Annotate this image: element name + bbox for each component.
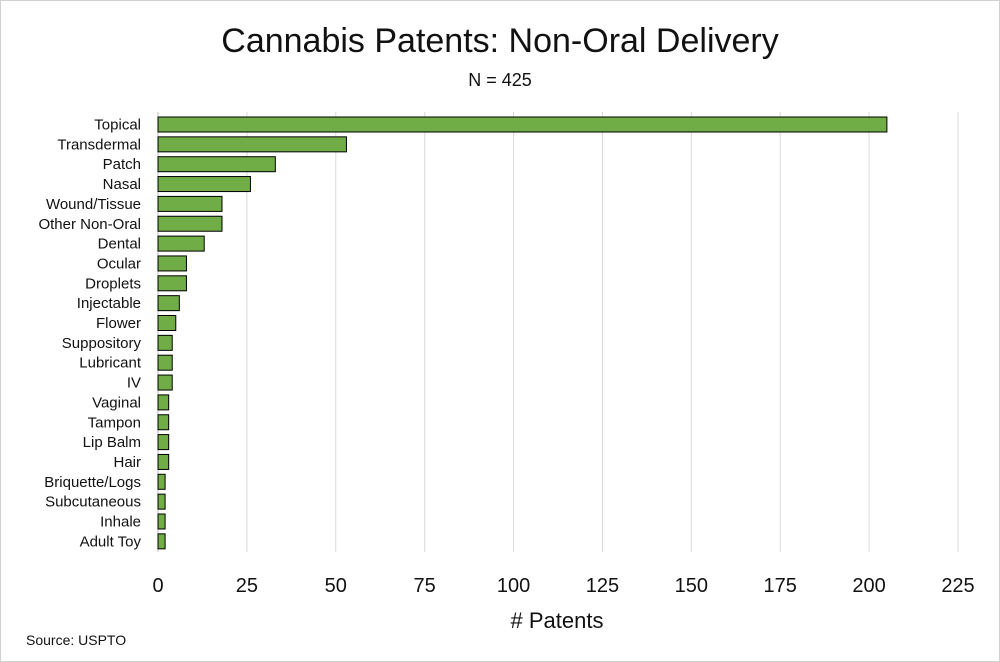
bar xyxy=(157,136,347,153)
bar xyxy=(157,434,170,451)
category-label: Dental xyxy=(98,236,141,253)
category-label: Adult Toy xyxy=(80,533,142,550)
category-label: Other Non-Oral xyxy=(38,216,141,233)
x-tick-label: 100 xyxy=(497,575,530,597)
bar xyxy=(157,235,205,252)
chart-subtitle: N = 425 xyxy=(468,70,532,90)
bar xyxy=(157,116,888,133)
x-tick-label: 225 xyxy=(941,575,974,597)
x-tick-label: 125 xyxy=(586,575,619,597)
category-label: IV xyxy=(127,375,141,392)
bar xyxy=(157,255,187,272)
bar xyxy=(157,374,173,391)
x-tick-labels: 0 25 50 75 100 125 150 175 200 225 xyxy=(152,575,974,597)
bar xyxy=(157,493,166,510)
x-tick-label: 50 xyxy=(325,575,347,597)
chart-title: Cannabis Patents: Non-Oral Delivery xyxy=(221,22,779,60)
bar xyxy=(157,334,173,351)
x-tick-label: 150 xyxy=(675,575,708,597)
bar xyxy=(157,513,166,530)
category-label: Inhale xyxy=(100,514,141,531)
x-tick-label: 200 xyxy=(852,575,885,597)
category-label: Flower xyxy=(96,315,141,332)
category-label: Hair xyxy=(113,454,141,471)
category-label: Topical xyxy=(94,117,141,134)
x-tick-label: 75 xyxy=(414,575,436,597)
bar xyxy=(157,315,177,331)
bar xyxy=(157,533,166,550)
category-label: Suppository xyxy=(62,335,142,352)
category-label: Lip Balm xyxy=(83,434,141,451)
bar xyxy=(157,354,173,371)
category-label: Tampon xyxy=(88,414,141,431)
x-axis-label: # Patents xyxy=(511,608,604,633)
category-label: Lubricant xyxy=(79,355,142,372)
category-labels: Topical Transdermal Patch Nasal Wound/Tissue… xyxy=(38,117,141,551)
category-label: Ocular xyxy=(97,255,141,272)
x-tick-label: 25 xyxy=(236,575,258,597)
bar xyxy=(157,176,251,193)
category-label: Vaginal xyxy=(92,394,141,411)
bar xyxy=(157,394,170,411)
bar xyxy=(157,156,276,173)
bar xyxy=(157,215,223,232)
category-label: Briquette/Logs xyxy=(44,474,141,491)
x-tick-label: 175 xyxy=(764,575,797,597)
category-label: Droplets xyxy=(85,275,141,292)
source-note: Source: USPTO xyxy=(26,632,127,648)
category-label: Transdermal xyxy=(57,136,141,153)
category-label: Subcutaneous xyxy=(45,494,141,511)
category-label: Injectable xyxy=(77,295,141,312)
bar xyxy=(157,414,170,431)
bar xyxy=(157,295,180,312)
gridlines xyxy=(157,112,959,552)
bar xyxy=(157,195,223,212)
bar xyxy=(157,453,170,470)
category-label: Wound/Tissue xyxy=(46,196,141,213)
category-label: Patch xyxy=(103,156,141,173)
category-label: Nasal xyxy=(103,176,141,193)
bar xyxy=(157,473,166,490)
bar xyxy=(157,275,187,292)
bars xyxy=(157,116,888,550)
x-tick-label: 0 xyxy=(152,575,163,597)
